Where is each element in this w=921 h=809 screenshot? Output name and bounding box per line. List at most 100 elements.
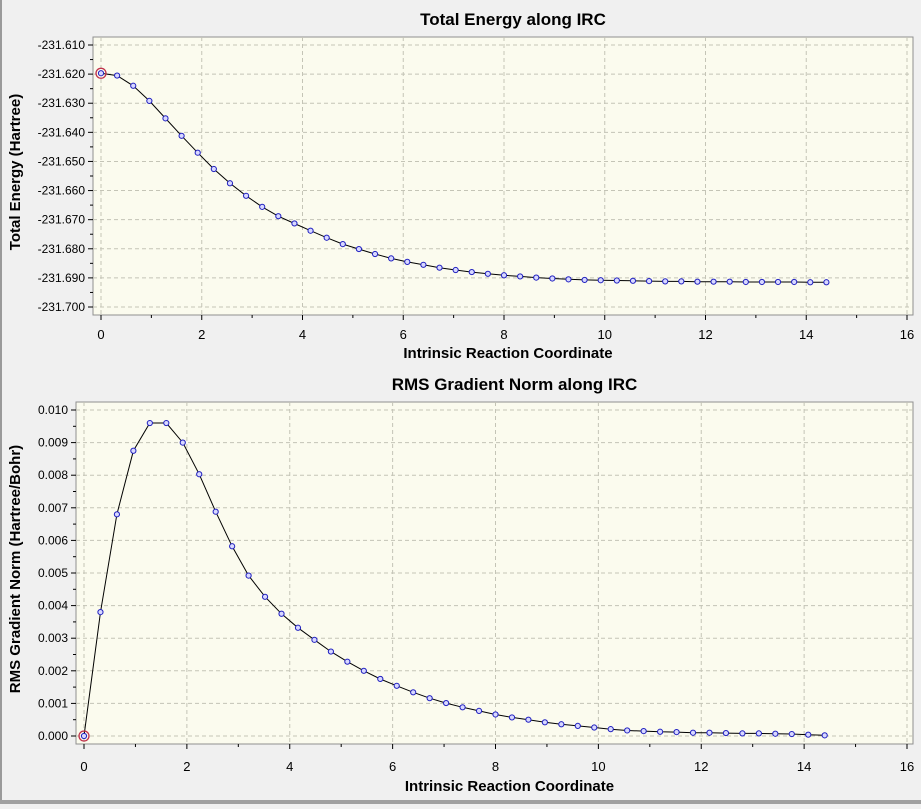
- data-point[interactable]: [755, 730, 762, 737]
- current-point-marker[interactable]: [95, 67, 107, 79]
- data-point[interactable]: [807, 279, 814, 286]
- data-point[interactable]: [565, 276, 572, 283]
- data-point[interactable]: [484, 270, 491, 277]
- data-point[interactable]: [344, 658, 351, 665]
- data-point[interactable]: [597, 277, 604, 284]
- data-point[interactable]: [607, 726, 614, 733]
- data-point[interactable]: [694, 278, 701, 285]
- data-point[interactable]: [541, 719, 548, 726]
- data-point[interactable]: [613, 277, 620, 284]
- data-point[interactable]: [742, 278, 749, 286]
- data-point[interactable]: [689, 729, 697, 736]
- data-point[interactable]: [508, 714, 516, 721]
- data-point[interactable]: [210, 165, 217, 173]
- data-point[interactable]: [307, 227, 314, 234]
- data-point[interactable]: [645, 277, 653, 285]
- data-point[interactable]: [294, 624, 302, 631]
- data-point[interactable]: [229, 543, 236, 550]
- data-point[interactable]: [404, 258, 411, 265]
- data-point[interactable]: [162, 115, 169, 122]
- data-point[interactable]: [739, 730, 746, 737]
- data-point[interactable]: [710, 278, 717, 285]
- data-point[interactable]: [533, 274, 540, 281]
- data-point[interactable]: [673, 728, 680, 736]
- data-point[interactable]: [360, 667, 367, 674]
- data-point[interactable]: [242, 192, 250, 199]
- data-point[interactable]: [275, 213, 282, 220]
- data-point[interactable]: [574, 722, 581, 729]
- data-point[interactable]: [662, 278, 669, 285]
- data-point[interactable]: [492, 711, 499, 718]
- data-point[interactable]: [722, 729, 730, 737]
- data-point[interactable]: [805, 731, 812, 738]
- data-point[interactable]: [355, 245, 363, 253]
- data-point[interactable]: [377, 675, 384, 683]
- data-point[interactable]: [291, 220, 298, 227]
- data-point[interactable]: [436, 264, 443, 271]
- data-point[interactable]: [259, 203, 266, 210]
- data-point[interactable]: [426, 695, 433, 702]
- data-point[interactable]: [130, 82, 137, 89]
- data-point[interactable]: [640, 728, 647, 735]
- x-tick-label: 10: [591, 759, 605, 774]
- data-point[interactable]: [558, 721, 565, 728]
- current-point-marker[interactable]: [78, 730, 90, 742]
- data-point[interactable]: [130, 447, 137, 454]
- chart-title: Total Energy along IRC: [420, 10, 606, 29]
- x-tick-label: 16: [900, 327, 914, 342]
- data-point[interactable]: [791, 278, 798, 286]
- data-point[interactable]: [468, 268, 475, 276]
- data-point[interactable]: [146, 97, 153, 104]
- data-point[interactable]: [549, 275, 556, 282]
- data-point[interactable]: [196, 471, 203, 478]
- data-point[interactable]: [459, 704, 466, 711]
- data-point[interactable]: [581, 276, 588, 284]
- data-point[interactable]: [179, 439, 186, 446]
- data-point[interactable]: [194, 149, 201, 156]
- data-point[interactable]: [823, 279, 830, 286]
- data-point[interactable]: [475, 707, 483, 714]
- data-point[interactable]: [212, 508, 219, 515]
- data-point[interactable]: [591, 724, 598, 731]
- data-point[interactable]: [245, 572, 252, 579]
- data-point[interactable]: [339, 241, 346, 248]
- data-point[interactable]: [311, 636, 318, 643]
- y-tick-label: 0.003: [38, 631, 68, 645]
- y-tick-label: 0.009: [38, 436, 68, 450]
- data-point[interactable]: [678, 278, 685, 285]
- data-point[interactable]: [517, 273, 524, 280]
- data-point[interactable]: [525, 716, 532, 723]
- data-point[interactable]: [629, 277, 637, 284]
- data-point[interactable]: [624, 727, 631, 734]
- data-point[interactable]: [323, 234, 330, 241]
- data-point[interactable]: [452, 266, 459, 274]
- data-point[interactable]: [420, 261, 427, 268]
- data-point[interactable]: [114, 72, 121, 79]
- data-point[interactable]: [706, 729, 713, 736]
- data-point[interactable]: [178, 132, 185, 139]
- data-point[interactable]: [113, 511, 121, 518]
- y-axis-label: RMS Gradient Norm (Hartree/Bohr): [7, 445, 24, 693]
- data-point[interactable]: [821, 732, 828, 739]
- data-point[interactable]: [774, 278, 782, 286]
- data-point[interactable]: [80, 732, 88, 740]
- data-point[interactable]: [146, 419, 153, 427]
- data-point[interactable]: [758, 278, 766, 286]
- data-point[interactable]: [500, 272, 508, 279]
- data-point[interactable]: [788, 730, 795, 738]
- data-point[interactable]: [393, 682, 400, 689]
- data-point[interactable]: [97, 609, 104, 616]
- data-point[interactable]: [443, 699, 450, 707]
- data-point[interactable]: [327, 648, 334, 655]
- data-point[interactable]: [226, 180, 234, 187]
- data-point[interactable]: [388, 255, 395, 262]
- data-point[interactable]: [371, 250, 379, 258]
- data-point[interactable]: [772, 730, 779, 737]
- data-point[interactable]: [657, 728, 664, 735]
- data-point[interactable]: [410, 689, 417, 696]
- data-point[interactable]: [726, 278, 733, 285]
- data-point[interactable]: [163, 419, 170, 427]
- data-point[interactable]: [278, 610, 285, 617]
- data-point[interactable]: [261, 593, 269, 600]
- data-point[interactable]: [97, 70, 105, 77]
